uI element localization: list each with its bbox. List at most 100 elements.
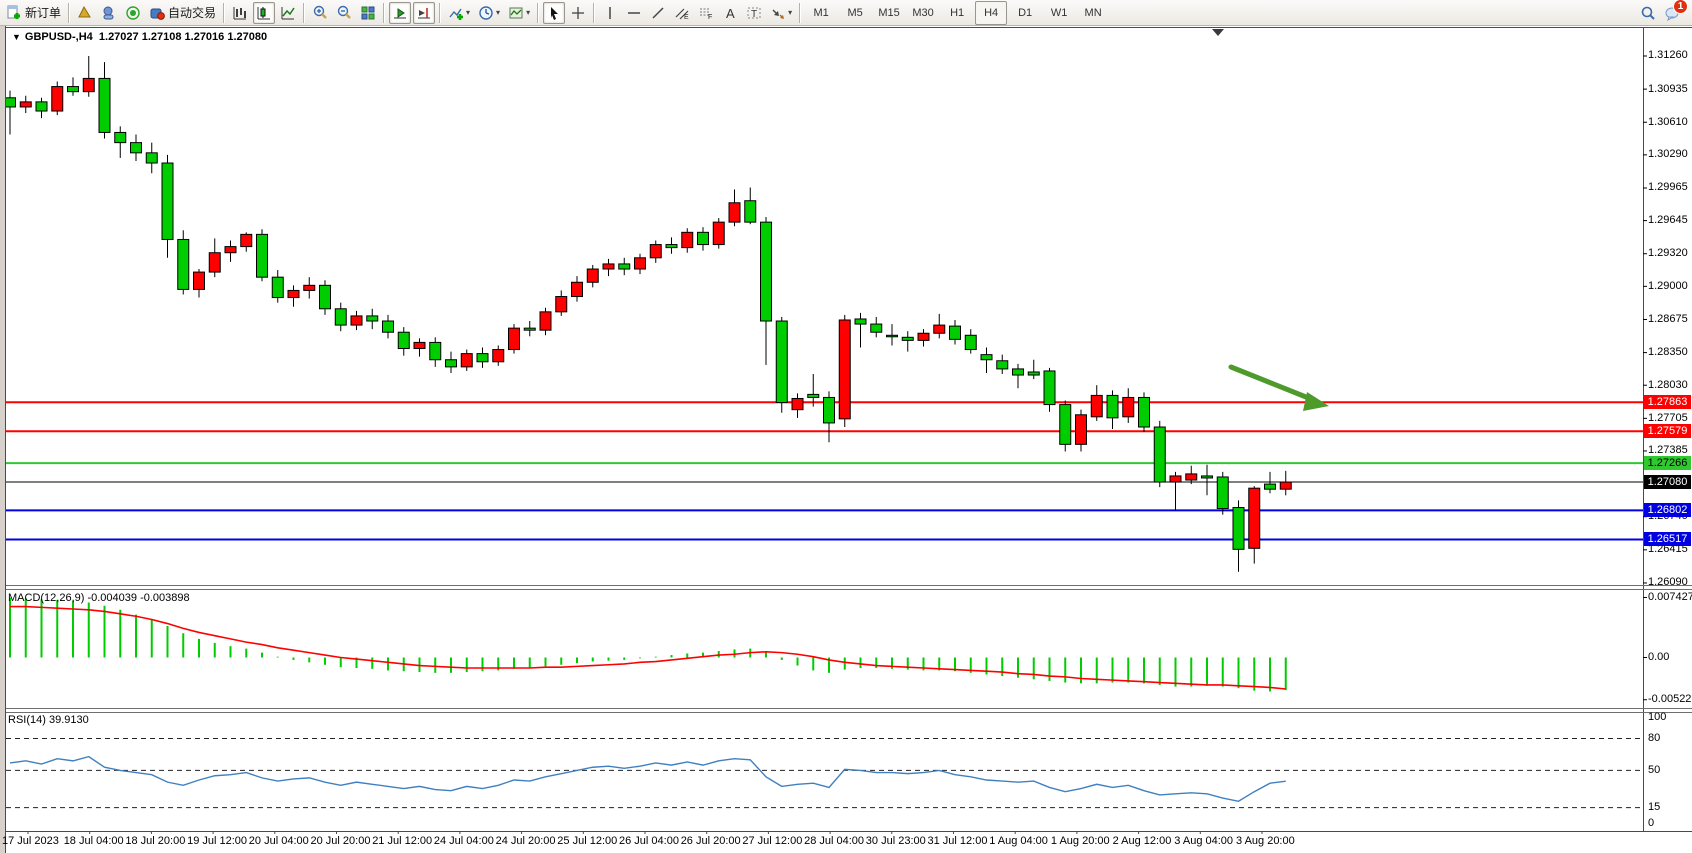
candle-body-down (775, 320, 788, 404)
rsi-panel-header: RSI(14) 39.9130 (8, 714, 89, 726)
toolbar-separator (537, 2, 540, 23)
chart-line-icon (281, 6, 295, 19)
candle-body-down (4, 97, 16, 108)
timeframe-d1-button[interactable]: D1 (1018, 6, 1033, 19)
timeframe-h1-button[interactable]: H1 (950, 6, 965, 19)
trendline-button[interactable] (647, 2, 669, 24)
chart-candles-button[interactable] (253, 1, 276, 24)
zoom-in-button[interactable] (309, 2, 331, 24)
arrows-icon (772, 9, 785, 19)
rsi-axis-label: 100 (1648, 710, 1667, 723)
timeframe-m30-button[interactable]: M30 (912, 6, 934, 19)
candle-body-down (1153, 426, 1166, 483)
price-tick-label: 1.29965 (1648, 181, 1688, 194)
search-button[interactable] (1637, 2, 1659, 24)
cursor-button[interactable] (543, 1, 566, 24)
crosshair-button[interactable] (567, 2, 589, 24)
indicators-button[interactable]: ▾ (445, 2, 473, 24)
candle-body-down (445, 359, 457, 368)
time-axis-label: 2 Aug 12:00 (1112, 835, 1172, 847)
candle-body-down (996, 360, 1009, 370)
price-tick-label: 1.28030 (1648, 378, 1688, 391)
vertical-line-button[interactable] (599, 2, 621, 24)
toolbar-separator (383, 2, 386, 23)
equidistant-channel-button[interactable]: E (671, 2, 693, 24)
timeframe-w1-button[interactable]: W1 (1050, 6, 1068, 19)
candle-body-up (492, 349, 505, 363)
candle-body-up (539, 311, 552, 331)
fibonacci-button[interactable]: F (695, 2, 717, 24)
chart-bars-icon (233, 6, 247, 19)
market-watch-button[interactable] (98, 2, 120, 24)
candle-body-down (98, 77, 111, 133)
chart-bars-button[interactable] (229, 2, 251, 24)
candle-body-down (807, 393, 820, 398)
autotrading-button[interactable]: 自动交易 (146, 2, 219, 24)
timeframe-m15-button[interactable]: M15 (878, 6, 900, 19)
autotrading-label: 自动交易 (168, 6, 217, 20)
zoom-out-button[interactable] (333, 2, 355, 24)
candle-body-up (649, 244, 662, 259)
time-axis-label: 21 Jul 12:00 (372, 835, 433, 847)
tile-windows-button[interactable] (357, 2, 379, 24)
timeframe-m5-button[interactable]: M5 (847, 6, 863, 19)
templates-button[interactable]: ▾ (505, 2, 533, 24)
chart-line-button[interactable] (277, 2, 299, 24)
candle-body-up (413, 341, 426, 350)
chart-shift-marker[interactable] (1212, 29, 1224, 36)
chart-shift-button[interactable] (413, 1, 436, 24)
candle-body-up (1185, 473, 1198, 481)
price-tick-label: 1.31260 (1648, 49, 1688, 62)
candle-body-down (130, 142, 142, 154)
svg-text:A: A (726, 6, 735, 21)
periods-button[interactable]: ▾ (475, 2, 503, 24)
chart-window[interactable] (0, 26, 1692, 853)
candle-body-down (366, 315, 379, 322)
time-axis-label: 30 Jul 23:00 (865, 835, 926, 847)
signals-button[interactable] (122, 2, 144, 24)
candle-body-down (618, 263, 631, 270)
timeframe-h4-button[interactable]: H4 (975, 0, 1008, 25)
timeframe-mn-button[interactable]: MN (1084, 6, 1102, 19)
candle-body-down (1216, 476, 1229, 510)
candle-body-up (1169, 475, 1182, 483)
candle-body-up (571, 281, 583, 298)
candle-body-down (1138, 396, 1150, 428)
chevron-down-icon: ▾ (788, 8, 793, 17)
chart-shift-icon (418, 7, 431, 18)
timeframe-m1-button[interactable]: M1 (813, 6, 829, 19)
cursor-icon (551, 6, 559, 20)
text-button[interactable]: A (719, 2, 741, 24)
candle-body-down (823, 396, 835, 424)
down-right-arrow-head[interactable] (1303, 392, 1329, 411)
profiles-button[interactable] (74, 2, 96, 24)
search-icon (1641, 6, 1655, 20)
macd-axis-label: 0.00 (1648, 650, 1670, 663)
arrows-button[interactable]: ▾ (767, 2, 795, 24)
down-right-arrow-shaft[interactable] (1228, 364, 1314, 402)
price-tick-label: 1.29645 (1648, 214, 1688, 227)
candle-body-down (429, 341, 442, 361)
auto-scroll-button[interactable] (389, 1, 412, 24)
horizontal-line-icon (628, 11, 641, 14)
macd-axis-label: 0.007427 (1648, 590, 1692, 603)
text-label-button[interactable]: T (743, 2, 765, 24)
horizontal-line-button[interactable] (623, 2, 645, 24)
candle-body-up (193, 271, 205, 290)
candle-body-up (303, 284, 316, 291)
price-tick-label: 1.28675 (1648, 312, 1688, 325)
notifications-button[interactable]: 1 (1661, 0, 1688, 24)
tile-windows-icon (361, 6, 375, 19)
price-line-label-1.27266: 1.27266 (1644, 456, 1691, 471)
candle-body-down (67, 86, 79, 93)
time-axis-label: 18 Jul 04:00 (63, 835, 124, 847)
one-click-trading-toggle[interactable]: ▼ (12, 32, 21, 42)
new-order-button[interactable]: 新订单 (3, 2, 64, 24)
price-line-label-1.27579: 1.27579 (1644, 424, 1691, 439)
vertical-line-icon (609, 6, 611, 19)
candle-body-up (728, 202, 741, 223)
toolbar-separator (439, 2, 442, 23)
price-tick-label: 1.30290 (1648, 148, 1688, 161)
fibonacci-icon: F (700, 8, 712, 21)
